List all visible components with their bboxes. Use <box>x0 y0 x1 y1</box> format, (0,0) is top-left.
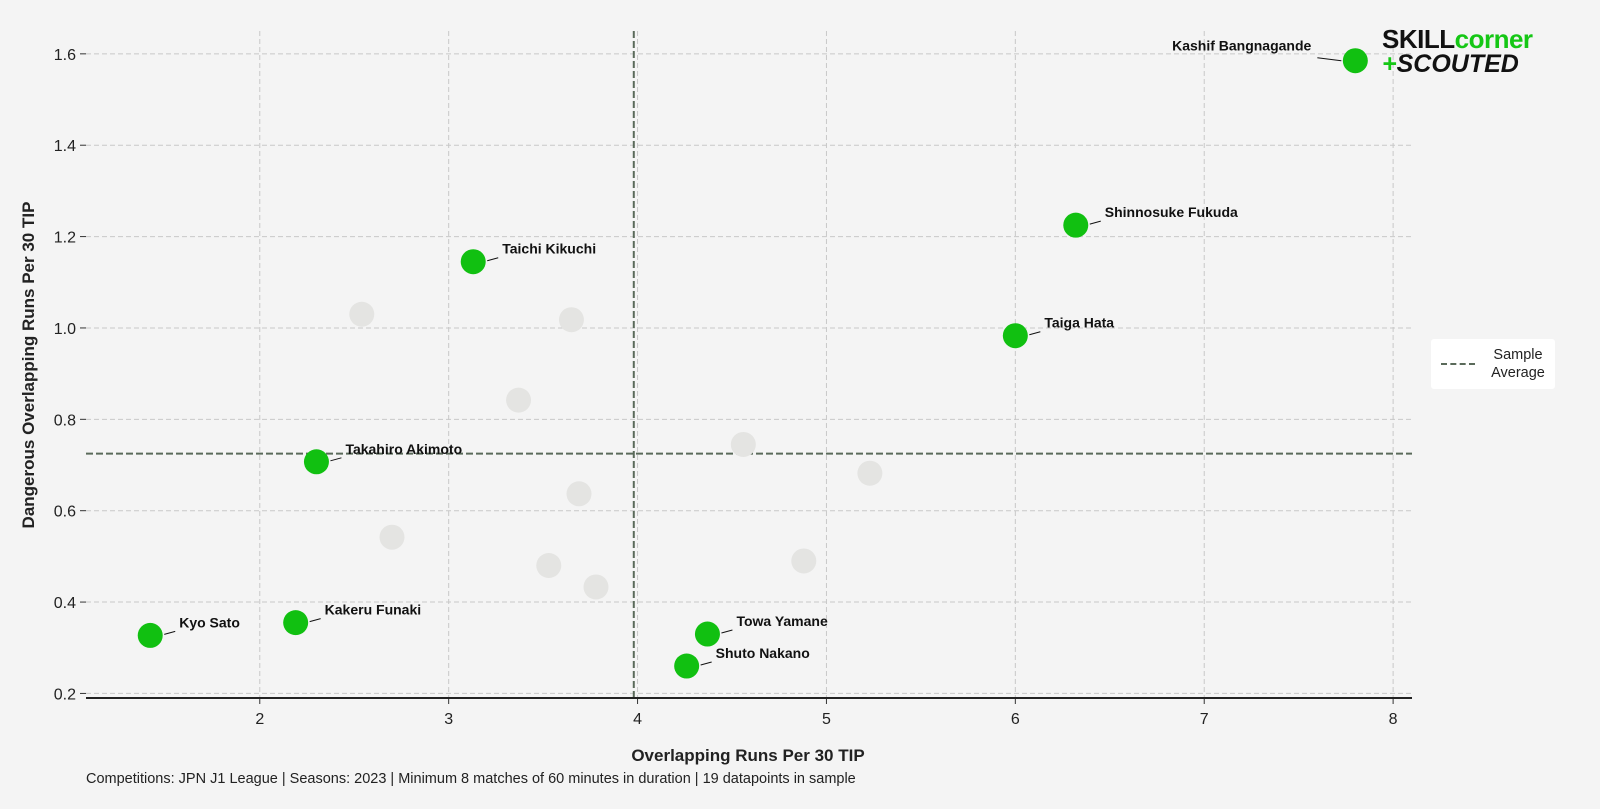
legend: Sample Average <box>1431 339 1555 389</box>
highlighted-point <box>460 249 486 275</box>
y-tick-label: 0.8 <box>54 412 76 429</box>
point-label: Shuto Nakano <box>716 645 810 661</box>
point-label-connector <box>721 629 733 634</box>
point-label-connector <box>700 661 712 666</box>
logo-line-1: SKILLcorner <box>1382 26 1542 52</box>
point-label: Taiga Hata <box>1044 315 1114 331</box>
logo-word-skill: SKILL <box>1382 24 1455 54</box>
point-label: Towa Yamane <box>736 613 828 629</box>
sample-point <box>857 460 883 486</box>
point-label-connector <box>330 457 342 462</box>
x-tick-label: 8 <box>1389 711 1398 728</box>
y-tick-label: 1.4 <box>54 138 76 155</box>
sample-point <box>349 301 375 327</box>
highlighted-point <box>1342 48 1368 74</box>
highlighted-points: Kashif Bangnagande Shinnosuke Fukuda Taich… <box>137 38 1368 679</box>
y-tick-label: 1.0 <box>54 321 76 338</box>
point-label: Kyo Sato <box>179 614 240 630</box>
point-label: Shinnosuke Fukuda <box>1105 204 1238 220</box>
point-label: Takahiro Akimoto <box>345 441 462 457</box>
logo-plus: + <box>1382 50 1397 78</box>
sample-point <box>730 431 756 457</box>
point-label-connector <box>1089 220 1101 225</box>
point-label-connector <box>1317 57 1342 62</box>
point-label-connector <box>309 618 321 623</box>
y-tick-label: 0.4 <box>54 595 76 612</box>
sample-point <box>583 574 609 600</box>
sample-point <box>379 524 405 550</box>
x-tick-label: 3 <box>444 711 453 728</box>
x-tick-label: 6 <box>1011 711 1020 728</box>
logo-line-2: +SCOUTED <box>1382 52 1542 77</box>
point-label-connector <box>1029 331 1041 336</box>
highlighted-point <box>1002 323 1028 349</box>
highlighted-point <box>303 449 329 475</box>
x-tick-label: 7 <box>1200 711 1209 728</box>
y-tick-label: 1.6 <box>54 47 76 64</box>
x-tick-label: 2 <box>255 711 264 728</box>
y-tick-label: 0.2 <box>54 686 76 703</box>
x-tick-label: 4 <box>633 711 642 728</box>
skillcorner-scouted-logo: SKILLcorner +SCOUTED <box>1382 26 1542 77</box>
highlighted-point <box>694 621 720 647</box>
sample-point <box>558 307 584 333</box>
point-label: Taichi Kikuchi <box>502 241 596 257</box>
point-label-connector <box>164 630 176 635</box>
legend-label-sample-average: Sample Average <box>1491 347 1545 381</box>
legend-dashed-line <box>1441 363 1475 365</box>
x-tick-label: 5 <box>822 711 831 728</box>
sample-point <box>791 548 817 574</box>
logo-word-corner: corner <box>1454 24 1533 54</box>
logo-word-scouted: SCOUTED <box>1396 50 1519 78</box>
grid <box>86 31 1412 698</box>
sample-points <box>349 301 883 600</box>
highlighted-point <box>1063 212 1089 238</box>
highlighted-point <box>137 622 163 648</box>
highlighted-point <box>283 610 309 636</box>
sample-point <box>536 553 562 579</box>
footnote: Competitions: JPN J1 League | Seasons: 2… <box>86 771 856 787</box>
highlighted-point <box>674 653 700 679</box>
sample-point <box>506 387 532 413</box>
axes: 2 3 4 5 6 7 8 0.2 0.4 0.6 0.8 1.0 1.2 1.4 1.6 <box>54 47 1412 728</box>
sample-point <box>566 481 592 507</box>
point-label: Kakeru Funaki <box>325 602 421 618</box>
x-axis-title: Overlapping Runs Per 30 TIP <box>631 746 864 765</box>
point-label: Kashif Bangnagande <box>1172 38 1311 54</box>
sample-average-lines <box>86 31 1412 698</box>
point-label-connector <box>487 257 499 262</box>
y-tick-label: 1.2 <box>54 230 76 247</box>
y-axis-title: Dangerous Overlapping Runs Per 30 TIP <box>19 202 38 529</box>
y-tick-label: 0.6 <box>54 504 76 521</box>
